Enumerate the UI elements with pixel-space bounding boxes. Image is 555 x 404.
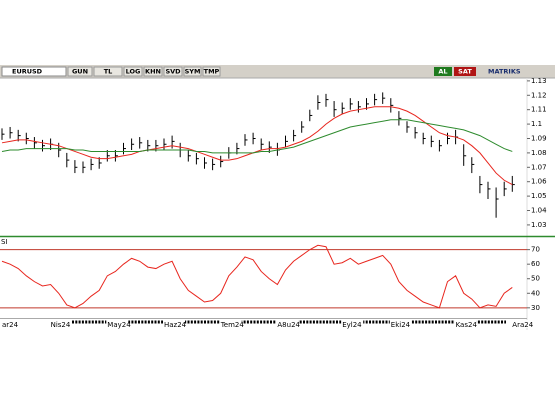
- sell-button[interactable]: [454, 67, 476, 76]
- x-tick-label: Eyl24: [342, 321, 362, 329]
- y-tick-label: 40: [531, 289, 540, 297]
- x-label-bg: [106, 320, 129, 328]
- x-tick-label: Ara24: [512, 321, 533, 329]
- brand: MATRIKS: [488, 68, 521, 76]
- x-tick-label: ar24: [2, 321, 19, 329]
- toolbar-button-label: TL: [104, 68, 113, 76]
- y-tick-label: 1.03: [531, 221, 547, 229]
- x-tick-label: A8u24: [277, 321, 300, 329]
- toolbar-button[interactable]: [163, 66, 183, 77]
- y-tick-label: 1.08: [531, 149, 547, 157]
- x-label-bg: [454, 320, 477, 328]
- toolbar-button[interactable]: [123, 66, 143, 77]
- series-line: [1, 106, 513, 186]
- toolbar-button[interactable]: [143, 66, 163, 77]
- panel-title: SI: [1, 238, 8, 246]
- toolbar-button-label: LOG: [126, 68, 141, 76]
- x-tick-label: May24: [107, 321, 131, 329]
- sell-label: SAT: [458, 68, 472, 76]
- toolbar-button[interactable]: [67, 66, 93, 77]
- series-line: [1, 119, 513, 154]
- toolbar-button-label: GUN: [72, 68, 88, 76]
- toolbar-button-label: SYM: [185, 68, 201, 76]
- y-tick-label: 1.05: [531, 192, 547, 200]
- x-tick-label: Kas24: [456, 321, 478, 329]
- toolbar-button[interactable]: [93, 66, 123, 77]
- y-tick-label: 1.12: [531, 91, 547, 99]
- symbol-box[interactable]: [1, 66, 67, 77]
- y-tick-label: 50: [531, 275, 540, 283]
- x-label-bg: [276, 320, 299, 328]
- buy-label: AL: [438, 68, 447, 76]
- x-label-bg: [341, 320, 364, 328]
- x-label-bg: [511, 320, 534, 328]
- toolbar-button-label: TMP: [204, 68, 220, 76]
- x-tick-label: Tem24: [220, 321, 245, 329]
- x-label-bg: [1, 320, 23, 328]
- symbol: EURUSD: [12, 68, 43, 76]
- y-tick-label: 1.11: [531, 106, 547, 114]
- y-tick-label: 1.06: [531, 178, 547, 186]
- y-tick-label: 60: [531, 260, 540, 268]
- y-tick-label: 30: [531, 304, 540, 312]
- y-tick-label: 1.1: [531, 120, 542, 128]
- x-tick-label: Eki24: [391, 321, 411, 329]
- y-tick-label: 1.07: [531, 163, 547, 171]
- buy-button[interactable]: [434, 67, 452, 76]
- toolbar-button[interactable]: [183, 66, 202, 77]
- x-tick-label: Haz24: [164, 321, 187, 329]
- x-label-bg: [219, 320, 242, 328]
- x-label-bg: [163, 320, 185, 328]
- y-tick-label: 1.09: [531, 134, 547, 142]
- x-tick-label: Nis24: [51, 321, 71, 329]
- x-label-bg: [49, 320, 72, 328]
- y-tick-label: 70: [531, 246, 540, 254]
- y-tick-label: 1.13: [531, 77, 547, 85]
- y-tick-label: 1.04: [531, 207, 547, 215]
- toolbar-button-label: KHN: [145, 68, 161, 76]
- toolbar-button-label: SVD: [165, 68, 181, 76]
- toolbar-button[interactable]: [202, 66, 221, 77]
- x-label-bg: [389, 320, 412, 328]
- series-line: [1, 244, 513, 309]
